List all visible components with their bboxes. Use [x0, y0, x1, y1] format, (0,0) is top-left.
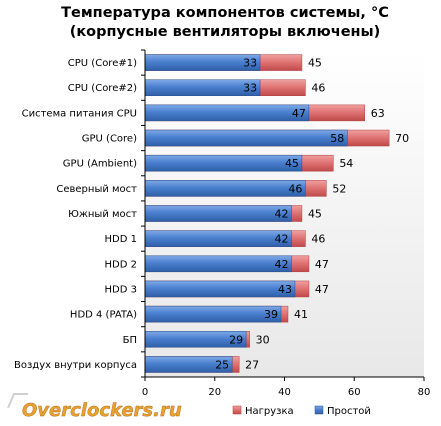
- load-value-label: 47: [315, 283, 329, 296]
- legend: Нагрузка Простой: [232, 405, 371, 417]
- category-label: Южный мост: [68, 209, 137, 220]
- idle-value-label: 42: [274, 233, 288, 246]
- idle-value-label: 58: [330, 132, 344, 145]
- idle-value-label: 47: [292, 107, 306, 120]
- idle-value-label: 29: [229, 333, 243, 346]
- category-label: Северный мост: [56, 184, 137, 195]
- x-tick-label: 0: [142, 387, 148, 398]
- load-value-label: 45: [308, 208, 322, 221]
- bar-idle: [144, 230, 292, 247]
- bar-idle: [144, 280, 296, 298]
- bar-idle: [144, 129, 348, 147]
- load-value-label: 47: [315, 258, 329, 271]
- load-value-label: 46: [311, 233, 325, 246]
- load-value-label: 46: [311, 82, 325, 95]
- idle-value-label: 42: [274, 258, 288, 271]
- legend-label: Простой: [327, 406, 371, 417]
- load-value-label: 27: [245, 358, 259, 371]
- category-label: HDD 2: [105, 259, 137, 270]
- category-label: HDD 3: [105, 284, 137, 295]
- labels-layer: CPU (Core#1) 33 45 CPU (Core#2) 33 46 Система …: [14, 57, 409, 372]
- category-label: HDD 4 (PATA): [70, 310, 137, 321]
- category-label: CPU (Core#2): [68, 83, 137, 94]
- chart-title-line-2: (корпусные вентиляторы включены): [70, 24, 381, 40]
- idle-value-label: 33: [243, 82, 257, 95]
- category-label: Воздух внутри корпуса: [14, 360, 137, 371]
- category-label: Система питания CPU: [22, 108, 137, 119]
- bar-idle: [144, 305, 282, 323]
- load-value-label: 45: [308, 57, 322, 70]
- category-label: GPU (Ambient): [63, 159, 137, 170]
- load-value-label: 54: [339, 157, 353, 170]
- bar-idle: [144, 180, 306, 197]
- legend-label: Нагрузка: [245, 406, 294, 417]
- chart-title-line-1: Температура компонентов системы, °С: [61, 5, 389, 21]
- legend-swatch: [314, 405, 324, 415]
- idle-value-label: 42: [274, 208, 288, 221]
- x-tick-label: 60: [348, 387, 361, 398]
- watermark-logo: Overclockers.ru: [7, 393, 182, 421]
- x-tick-label: 80: [418, 387, 431, 398]
- axis-layer: 0 20 40 60 80: [141, 49, 431, 398]
- bar-idle: [144, 154, 303, 172]
- load-value-label: 30: [256, 333, 270, 346]
- idle-value-label: 46: [288, 182, 302, 195]
- load-value-label: 63: [371, 107, 385, 120]
- bar-idle: [144, 205, 292, 222]
- x-tick-label: 40: [278, 387, 291, 398]
- idle-value-label: 33: [243, 57, 257, 70]
- idle-value-label: 25: [215, 358, 229, 371]
- category-label: HDD 1: [105, 234, 137, 245]
- bar-idle: [144, 104, 310, 122]
- category-label: CPU (Core#1): [68, 58, 137, 69]
- load-value-label: 70: [395, 132, 409, 145]
- load-value-label: 41: [294, 308, 308, 321]
- category-label: БП: [123, 335, 137, 346]
- watermark-text: Overclockers.ru: [22, 400, 182, 421]
- legend-swatch: [232, 405, 242, 415]
- idle-value-label: 45: [285, 157, 299, 170]
- idle-value-label: 43: [278, 283, 292, 296]
- idle-value-label: 39: [264, 308, 278, 321]
- x-tick-label: 20: [208, 387, 221, 398]
- category-label: GPU (Core): [82, 134, 137, 145]
- load-value-label: 52: [332, 182, 346, 195]
- bar-idle: [144, 255, 292, 273]
